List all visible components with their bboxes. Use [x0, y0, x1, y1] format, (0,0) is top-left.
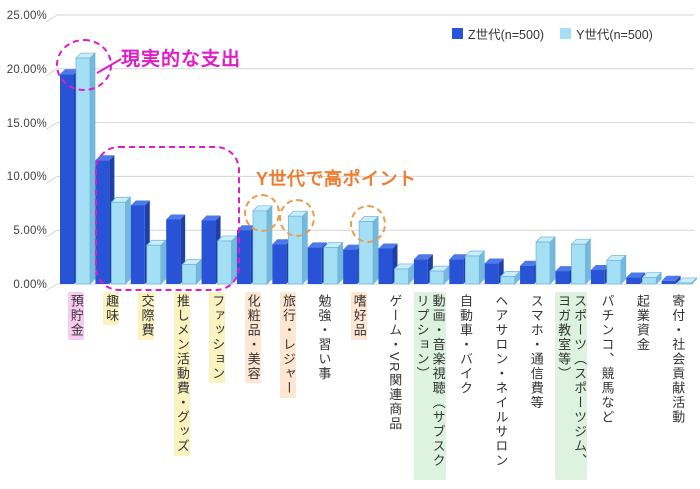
bar-z-top: [378, 243, 398, 249]
bar-z-13: [520, 265, 535, 284]
x-category-label-10: 動画・音楽視聴（サブスクリプション）: [413, 292, 446, 480]
x-category-label-3: 推しメン活動費・グッズ: [173, 292, 190, 456]
bar-z-14: [555, 271, 570, 284]
legend-swatch-y-icon: [560, 28, 572, 39]
bar-z-side: [675, 275, 681, 284]
bar-z-top: [449, 254, 469, 260]
bar-z-top: [272, 239, 292, 245]
legend: Z世代(n=500) Y世代(n=500): [452, 24, 653, 43]
x-category-label-14: スポーツ（スポーツジム、ヨガ教室等）: [555, 292, 588, 480]
annotation-circle-8: [350, 204, 387, 243]
bar-y-15: [606, 259, 622, 285]
bar-z-16: [626, 277, 641, 284]
x-category-label-2: 交際費: [138, 292, 155, 340]
bar-y-12: [500, 276, 516, 285]
x-category-label-7: 勉強・習い事: [316, 294, 332, 381]
bar-y-side: [478, 250, 485, 285]
bar-z-top: [555, 266, 575, 272]
bar-z-top: [307, 242, 327, 248]
annotation-circle-5: [243, 193, 280, 232]
bar-z-top: [130, 200, 150, 206]
bar-y-side: [585, 238, 591, 285]
y-tick-label: 5.00%: [13, 225, 47, 238]
legend-label-z: Z世代(n=500): [468, 28, 545, 42]
bar-z-3: [166, 219, 181, 284]
y-tick-label: 25.00%: [6, 10, 47, 22]
y-tick-label: 15.00%: [6, 117, 47, 130]
legend-swatch-z-icon: [452, 28, 463, 39]
bar-z-top: [484, 258, 504, 264]
x-category-label-11: 自動車・バイク: [457, 294, 473, 396]
bar-y-11: [464, 255, 480, 285]
bar-z-8: [343, 249, 358, 284]
bar-z-top: [166, 214, 186, 220]
bar-y-9: [394, 268, 409, 285]
bar-z-9: [378, 248, 393, 284]
x-category-label-5: 化粧品・美容: [244, 292, 261, 383]
annotation-ygen-high-label: Y世代で高ポイント: [256, 169, 417, 189]
bar-z-top: [661, 275, 681, 281]
legend-item-y: Y世代(n=500): [560, 24, 653, 43]
bar-z-5: [236, 230, 251, 284]
bar-y-16: [641, 277, 657, 285]
bar-z-12: [484, 263, 499, 284]
bar-z-top: [413, 254, 433, 260]
gridline-wall-edge: [45, 14, 58, 23]
bar-y-0: [75, 57, 91, 285]
annotation-box-hobby-group: [95, 146, 240, 291]
bar-y-2: [146, 244, 162, 285]
gridline-wall-edge: [45, 283, 58, 292]
bar-z-top: [626, 272, 646, 278]
bar-z-top: [343, 244, 363, 250]
bar-y-side: [549, 236, 556, 285]
bar-y-17: [677, 282, 692, 285]
bar-z-4: [201, 220, 216, 284]
bar-z-17: [661, 280, 676, 284]
bar-y-3: [181, 264, 197, 285]
y-tick-label: 0.00%: [13, 279, 47, 291]
bar-y-14: [571, 243, 586, 285]
x-category-label-13: スマホ・通信費等: [528, 294, 544, 410]
y-tick-label: 10.00%: [6, 171, 47, 184]
x-category-label-1: 趣味: [103, 292, 120, 325]
x-category-label-12: ヘアサロン・ネイルサロン: [493, 294, 509, 468]
bar-z-1: [95, 160, 110, 284]
bar-z-15: [590, 270, 605, 284]
legend-label-y: Y世代(n=500): [576, 28, 653, 42]
bar-z-top: [201, 215, 221, 221]
bar-z-top: [590, 265, 610, 271]
bar-y-13: [535, 241, 551, 285]
bar-z-top: [520, 260, 540, 266]
annotation-circle-6: [279, 199, 316, 238]
x-category-label-17: 寄付・社会貢献活動: [670, 294, 686, 425]
bar-z-7: [307, 247, 322, 284]
x-category-label-0: 預貯金: [67, 292, 84, 340]
bar-z-11: [449, 259, 464, 284]
bar-z-0: [60, 74, 74, 285]
gridline-wall-edge: [45, 175, 58, 184]
bar-z-2: [130, 205, 145, 284]
legend-item-z: Z世代(n=500): [452, 24, 544, 43]
bar-y-10: [429, 270, 445, 285]
bar-y-side: [337, 241, 344, 285]
y-tick-label: 20.00%: [6, 63, 47, 76]
bar-z-10: [413, 259, 428, 284]
x-category-label-15: パチンコ、競馬など: [599, 294, 615, 425]
gridline-wall-edge: [45, 68, 58, 77]
x-category-label-6: 旅行・レジャー: [280, 292, 297, 398]
bar-y-7: [323, 247, 339, 285]
x-category-label-8: 嗜好品: [350, 292, 367, 340]
annotation-circle-savings: [56, 39, 112, 91]
x-category-label-16: 起業資金: [634, 294, 650, 352]
x-category-label-9: ゲーム・VR関連商品: [387, 294, 403, 432]
bar-z-6: [272, 244, 287, 284]
gridline-wall-edge: [45, 122, 58, 131]
x-category-label-4: ファッション: [209, 292, 226, 383]
annotation-realistic-spending-label: 現実的な支出: [121, 49, 242, 70]
gridline-wall-edge: [45, 229, 58, 238]
